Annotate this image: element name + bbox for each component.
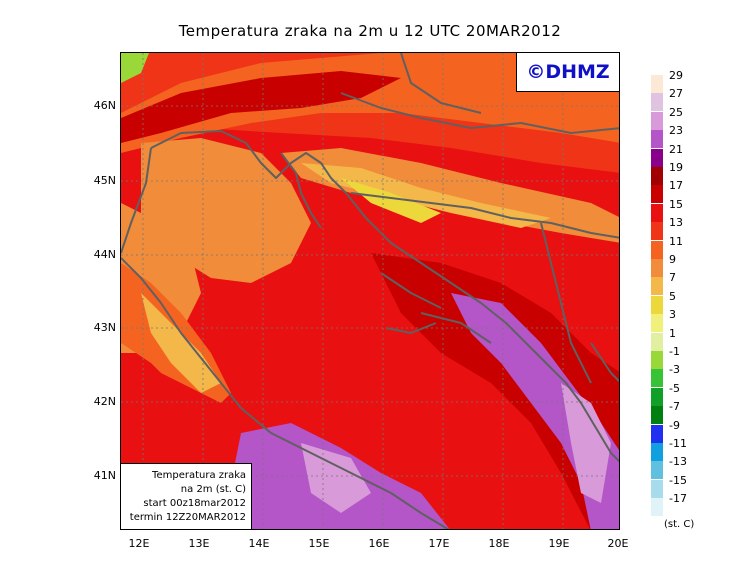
legend-label: 21 [669,142,683,156]
map-title: Temperatura zraka na 2m u 12 UTC 20MAR20… [178,22,562,40]
lat-label: 45N [93,174,116,187]
legend-label: 27 [669,87,683,101]
lon-label: 17E [428,537,450,550]
legend-label: -17 [669,492,687,506]
legend-swatch [651,295,663,314]
legend-swatch [651,369,663,388]
legend-label: 19 [669,161,683,174]
legend-label: 11 [669,234,683,248]
legend-label: -1 [669,345,680,358]
legend-swatch [651,443,663,461]
legend-label: 9 [669,253,676,266]
lon-label: 16E [368,537,390,550]
legend-label: -13 [669,455,687,469]
legend-swatch [651,203,663,222]
lat-label: 46N [93,99,116,112]
legend-label: 17 [669,179,683,193]
legend-label: -5 [669,381,680,395]
legend-swatch [651,148,663,167]
lon-label: 15E [308,537,330,550]
legend-label: 5 [669,289,676,303]
temperature-field [121,53,619,529]
legend-swatch [651,75,663,93]
legend-label: -15 [669,473,687,487]
legend-label: 23 [669,124,683,138]
legend-swatch [651,498,663,517]
lat-label: 43N [93,321,116,334]
dhmz-logo: ©DHMZ [516,52,620,92]
info-line: na 2m (st. C) [180,484,246,495]
info-box: Temperatura zraka na 2m (st. C) start 00… [120,463,252,530]
info-line: start 00z18mar2012 [143,498,246,509]
legend-label: 29 [669,69,683,82]
legend-swatch [651,479,663,498]
lon-label: 20E [607,537,629,550]
info-line: termin 12Z20MAR2012 [129,512,246,523]
lon-label: 12E [128,537,150,550]
legend-units: (st. C) [664,519,695,530]
lat-label: 44N [93,248,116,261]
legend-label: -11 [669,437,687,450]
legend-swatch [651,332,663,351]
lat-label: 41N [93,469,116,482]
legend-swatch [651,167,663,185]
legend-label: 3 [669,308,676,322]
lon-label: 13E [188,537,210,550]
legend-swatch [651,406,663,425]
legend-label: 15 [669,197,683,211]
legend-swatch [651,424,663,443]
info-line: Temperatura zraka [152,470,246,481]
legend-swatch [651,130,663,149]
legend-label: -7 [669,400,680,414]
legend-label: -9 [669,418,680,432]
legend-swatch [651,93,663,112]
legend-swatch [651,277,663,296]
legend-swatch [651,461,663,480]
legend-label: -3 [669,363,680,377]
legend-swatch [651,222,663,241]
lon-label: 14E [248,537,270,550]
lat-label: 42N [93,395,116,408]
lon-label: 19E [548,537,570,550]
legend-label: 7 [669,271,676,285]
temperature-map [120,52,620,530]
legend-swatch [651,314,663,333]
legend-label: 25 [669,105,683,119]
legend-label: 13 [669,216,683,230]
legend-swatch [651,185,663,204]
legend-swatch [651,240,663,259]
legend-swatch [651,259,663,277]
lon-label: 18E [488,537,510,550]
legend-label: 1 [669,326,676,340]
legend-swatch [651,387,663,406]
legend-swatch [651,351,663,369]
legend-swatch [651,111,663,130]
